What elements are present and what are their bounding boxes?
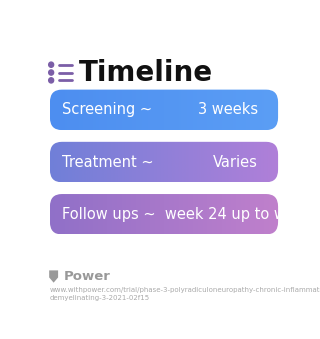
Text: Follow ups ~  week 24 up to week 76: Follow ups ~ week 24 up to week 76 [62, 207, 320, 222]
Text: Power: Power [64, 270, 110, 283]
Text: Treatment ~: Treatment ~ [62, 155, 154, 170]
Circle shape [49, 70, 54, 75]
Polygon shape [49, 271, 58, 283]
Text: Screening ~: Screening ~ [62, 102, 152, 117]
Text: Varies: Varies [213, 155, 258, 170]
Circle shape [49, 78, 54, 83]
Circle shape [49, 62, 54, 67]
Text: 3 weeks: 3 weeks [198, 102, 258, 117]
Text: Timeline: Timeline [78, 59, 212, 86]
Text: www.withpower.com/trial/phase-3-polyradiculoneuropathy-chronic-inflammatory-
dem: www.withpower.com/trial/phase-3-polyradi… [50, 287, 320, 301]
